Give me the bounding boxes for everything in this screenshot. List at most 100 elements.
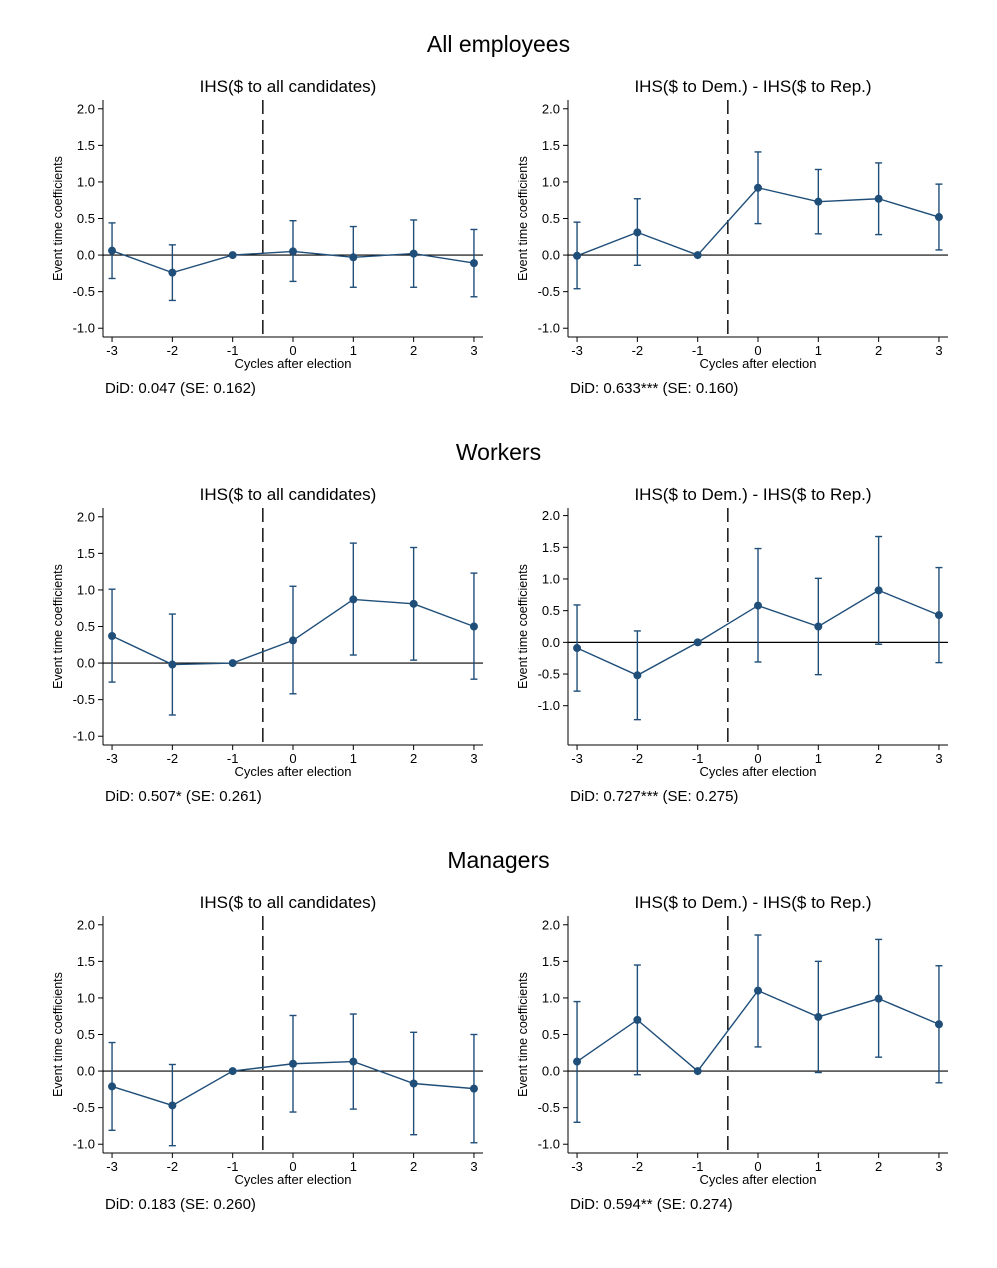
data-point: [228, 1067, 237, 1076]
x-tick-label: 3: [470, 1159, 477, 1174]
data-point: [693, 1067, 702, 1076]
y-tick-label: 1.5: [542, 138, 560, 153]
data-point: [108, 632, 117, 641]
y-tick-label: 2.0: [77, 509, 95, 524]
y-axis-label: Event time coefficients: [53, 564, 65, 689]
data-point: [108, 246, 117, 255]
section-title-all-employees: All employees: [426, 31, 571, 57]
y-axis-label: Event time coefficients: [518, 972, 530, 1097]
x-tick-label: 3: [935, 343, 942, 358]
data-point: [633, 671, 642, 680]
y-tick-label: -0.5: [73, 284, 95, 299]
x-tick-label: 2: [410, 343, 417, 358]
section-title-managers: Managers: [447, 847, 550, 873]
data-point: [633, 228, 642, 237]
x-tick-label: 3: [935, 751, 942, 766]
chart-managers-dem-rep: 2.0 1.5 1.0 0.5 0.0 -0.5 -1.0 -3 -2 -1 0 1 2 3 Cycles …: [518, 916, 948, 1187]
panel-managers-diff: IHS($ to Dem.) - IHS($ to Rep.) 2.0 1.5 1.…: [518, 893, 988, 1223]
x-tick-label: -1: [692, 1159, 704, 1174]
y-tick-label: -1.0: [538, 1137, 560, 1152]
data-point: [754, 601, 762, 610]
x-tick-label: 1: [350, 751, 357, 766]
y-tick-label: 0.5: [542, 1027, 560, 1042]
x-tick-label: -1: [692, 751, 704, 766]
y-tick-label: -1.0: [73, 1137, 95, 1152]
data-point: [874, 586, 883, 595]
y-tick-label: 1.5: [542, 540, 560, 555]
chart-workers-total: 2.0 1.5 1.0 0.5 0.0 -0.5 -1.0 -3 -2 -1 0 1 2 3 Cycles …: [53, 508, 483, 779]
x-tick-label: -3: [106, 751, 118, 766]
data-point: [409, 249, 418, 258]
x-tick-label: -3: [571, 751, 583, 766]
data-point: [469, 622, 478, 631]
y-tick-label: 1.5: [77, 138, 95, 153]
x-tick-label: 2: [410, 1159, 417, 1174]
y-tick-label: 0.0: [542, 1064, 560, 1079]
data-point: [409, 599, 418, 608]
data-point: [693, 638, 702, 647]
x-axis-label: Cycles after election: [699, 764, 816, 779]
x-axis-label: Cycles after election: [234, 1172, 351, 1187]
y-tick-label: -1.0: [73, 729, 95, 744]
y-tick-label: 1.0: [542, 571, 560, 586]
section-title-workers: Workers: [455, 439, 542, 465]
y-tick-label: 1.0: [77, 174, 95, 189]
data-point: [409, 1079, 418, 1088]
data-point: [168, 660, 177, 669]
y-tick-label: -0.5: [538, 1100, 560, 1115]
data-point: [108, 1082, 117, 1091]
x-tick-label: 0: [754, 343, 761, 358]
x-tick-label: 0: [289, 1159, 296, 1174]
y-tick-label: 0.5: [77, 1027, 95, 1042]
data-point: [754, 986, 762, 995]
x-tick-label: 3: [935, 1159, 942, 1174]
did-label: DiD: 0.633*** (SE: 0.160): [570, 380, 739, 397]
y-tick-label: 1.0: [542, 174, 560, 189]
x-tick-label: 0: [754, 751, 761, 766]
x-tick-label: -3: [106, 1159, 118, 1174]
data-point: [814, 622, 823, 631]
x-tick-label: 0: [289, 751, 296, 766]
data-point: [349, 253, 358, 262]
data-point: [633, 1015, 642, 1024]
x-tick-label: 2: [875, 343, 882, 358]
data-point: [934, 611, 943, 620]
panel-all-total: IHS($ to all candidates) 2.0 1.5 1.0 0.5 0.0…: [53, 77, 523, 407]
x-axis-label: Cycles after election: [699, 356, 816, 371]
y-axis-label: Event time coefficients: [53, 156, 65, 281]
y-tick-label: 0.5: [77, 211, 95, 226]
panel-title: IHS($ to Dem.) - IHS($ to Rep.): [634, 485, 872, 504]
y-tick-label: 2.0: [542, 508, 560, 523]
y-tick-label: -1.0: [538, 321, 560, 336]
x-tick-label: -1: [227, 343, 239, 358]
data-point: [754, 183, 762, 192]
y-tick-label: 0.0: [542, 248, 560, 263]
y-axis-label: Event time coefficients: [53, 972, 65, 1097]
panel-title: IHS($ to all candidates): [199, 893, 377, 912]
y-tick-label: 0.5: [542, 603, 560, 618]
data-point: [814, 197, 823, 206]
data-point: [228, 251, 237, 260]
panel-workers-diff: IHS($ to Dem.) - IHS($ to Rep.) 2.0 1.5 1.…: [518, 485, 988, 815]
did-label: DiD: 0.727*** (SE: 0.275): [570, 788, 739, 805]
chart-workers-dem-rep: 2.0 1.5 1.0 0.5 0.0 -0.5 -1.0 -3 -2 -1 0 1 2 3 Cycles …: [518, 508, 948, 779]
data-point: [349, 595, 358, 604]
x-tick-label: -3: [571, 343, 583, 358]
data-point: [469, 1084, 478, 1093]
x-axis-label: Cycles after election: [699, 1172, 816, 1187]
data-point: [693, 251, 702, 260]
x-tick-label: 1: [350, 343, 357, 358]
y-tick-label: -1.0: [538, 698, 560, 713]
y-tick-label: 2.0: [77, 917, 95, 932]
x-tick-label: 1: [350, 1159, 357, 1174]
x-tick-label: 2: [410, 751, 417, 766]
x-tick-label: 1: [815, 751, 822, 766]
panel-all-diff: IHS($ to Dem.) - IHS($ to Rep.) 2.0 1.5 1.…: [518, 77, 988, 407]
data-point: [934, 213, 943, 222]
data-point: [573, 644, 582, 653]
x-axis-label: Cycles after election: [234, 356, 351, 371]
data-point: [289, 247, 297, 256]
did-label: DiD: 0.594** (SE: 0.274): [570, 1196, 733, 1213]
panel-title: IHS($ to all candidates): [199, 485, 377, 504]
y-tick-label: 1.5: [77, 954, 95, 969]
